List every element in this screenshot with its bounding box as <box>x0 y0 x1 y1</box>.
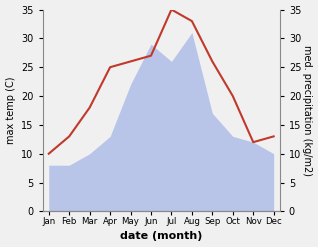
X-axis label: date (month): date (month) <box>120 231 203 242</box>
Y-axis label: max temp (C): max temp (C) <box>5 77 16 144</box>
Y-axis label: med. precipitation (kg/m2): med. precipitation (kg/m2) <box>302 45 313 176</box>
